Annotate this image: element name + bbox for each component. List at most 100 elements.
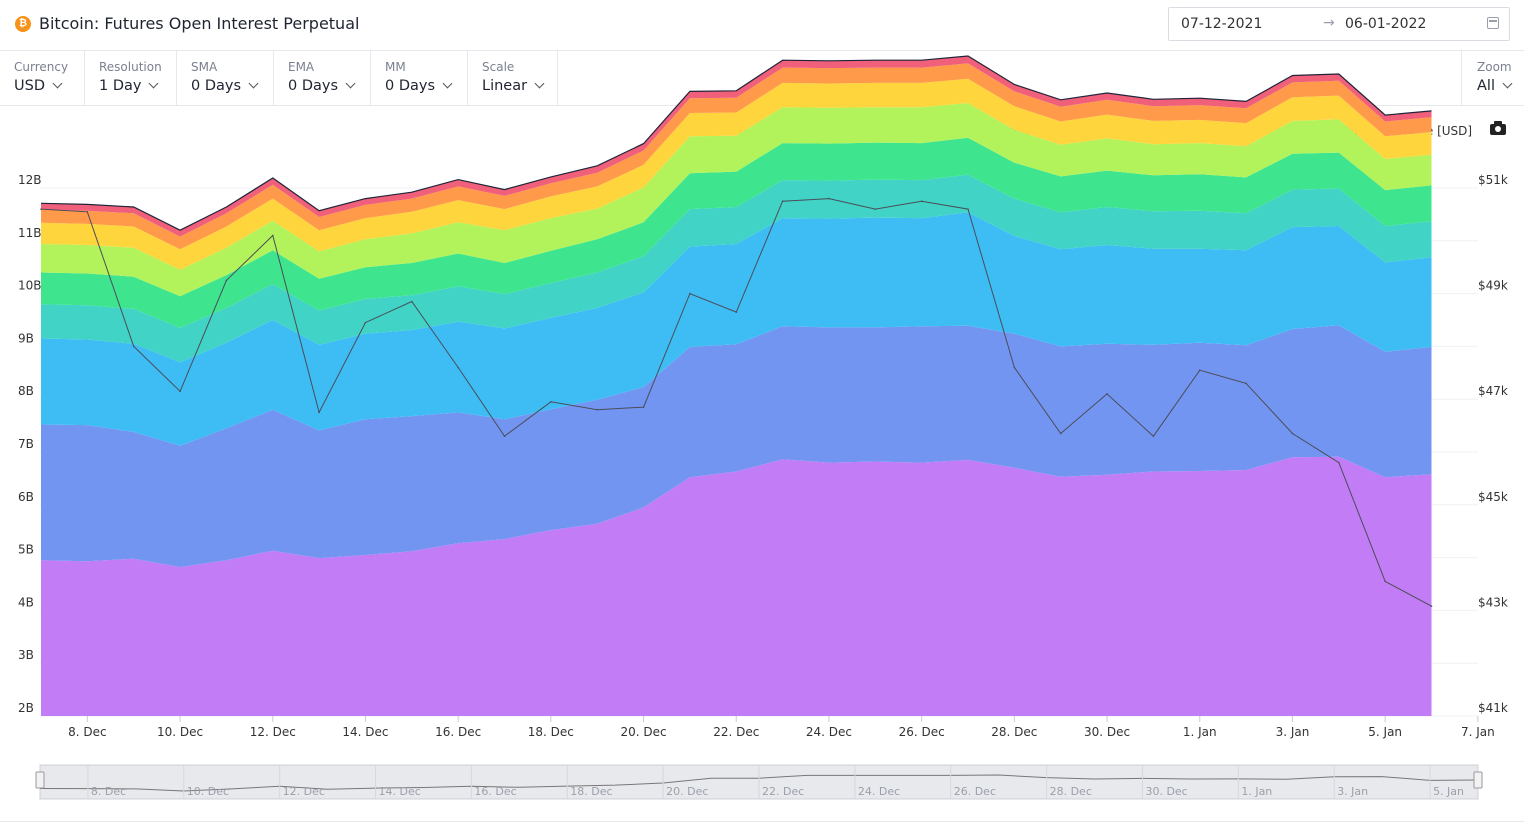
divider <box>0 821 1524 822</box>
y-right-tick-label: $41k <box>1478 701 1508 715</box>
price-point <box>735 311 738 313</box>
price-point <box>1013 366 1016 369</box>
x-tick-label: 22. Dec <box>713 725 759 739</box>
mm-label: MM <box>385 60 406 74</box>
y-right-tick-label: $47k <box>1478 384 1508 398</box>
area-okex <box>41 103 1432 297</box>
price-point <box>86 210 89 213</box>
x-tick-label: 26. Dec <box>899 725 945 739</box>
price-point <box>132 345 135 348</box>
navigator-handle-left <box>35 771 45 789</box>
currency-select[interactable]: Currency USD <box>0 51 85 105</box>
y-left-tick-label: 12B <box>18 173 42 187</box>
zoom-value[interactable]: All <box>1477 78 1513 94</box>
navigator-tick-label: 18. Dec <box>570 785 612 798</box>
navigator-tick-label: 14. Dec <box>379 785 421 798</box>
navigator-tick-label: 20. Dec <box>666 785 708 798</box>
y-left-tick-label: 10B <box>18 279 42 293</box>
y-right-tick-label: $43k <box>1478 595 1508 609</box>
scale-value[interactable]: Linear <box>482 78 545 94</box>
price-point <box>920 200 923 202</box>
currency-label: Currency <box>14 60 69 74</box>
mm-select[interactable]: MM 0 Days <box>371 51 468 105</box>
date-start-input[interactable]: 07-12-2021 <box>1181 16 1263 32</box>
y-left-tick-label: 9B <box>18 331 34 345</box>
navigator-tick-label: 22. Dec <box>762 785 804 798</box>
zoom-label: Zoom <box>1477 60 1512 74</box>
price-point <box>967 208 969 210</box>
y-left-tick-label: 2B <box>18 701 34 715</box>
x-tick-label: 24. Dec <box>806 725 852 739</box>
date-end-input[interactable]: 06-01-2022 <box>1345 16 1427 32</box>
resolution-value[interactable]: 1 Day <box>99 78 159 94</box>
area-binance <box>41 456 1432 716</box>
x-tick-label: 30. Dec <box>1084 725 1130 739</box>
y-left-tick-label: 5B <box>18 543 34 557</box>
area-huobi <box>41 63 1432 250</box>
price-point <box>225 279 228 282</box>
scale-select[interactable]: Scale Linear <box>468 51 558 105</box>
currency-value[interactable]: USD <box>14 78 63 94</box>
navigator-tick-label: 24. Dec <box>858 785 900 798</box>
price-point <box>596 408 598 411</box>
price-point <box>1430 605 1433 607</box>
price-point <box>1106 393 1108 395</box>
price-point <box>828 197 830 200</box>
navigator-handle-right <box>1473 771 1483 789</box>
ema-value[interactable]: 0 Days <box>288 78 356 94</box>
area-deribit <box>41 137 1432 328</box>
mm-value[interactable]: 0 Days <box>385 78 453 94</box>
x-tick-label: 5. Jan <box>1368 725 1402 739</box>
x-tick-label: 10. Dec <box>157 725 203 739</box>
calendar-icon[interactable] <box>1487 17 1499 29</box>
navigator-tick-label: 3. Jan <box>1337 785 1368 798</box>
x-tick-label: 1. Jan <box>1183 725 1217 739</box>
area-ftx <box>41 325 1432 568</box>
y-right-tick-label: $49k <box>1478 279 1508 293</box>
price-point <box>1059 432 1062 435</box>
navigator-tick-label: 16. Dec <box>474 785 516 798</box>
price-point <box>271 234 274 237</box>
arrow-right-icon: → <box>1323 15 1335 31</box>
price-point <box>781 200 784 202</box>
price-point <box>1245 382 1247 385</box>
price-point <box>1338 461 1340 464</box>
x-tick-label: 18. Dec <box>528 725 574 739</box>
price-point <box>1152 435 1155 437</box>
sma-select[interactable]: SMA 0 Days <box>177 51 274 105</box>
area-kraken <box>41 56 1432 237</box>
price-point <box>1198 369 1201 371</box>
price-point <box>874 208 877 210</box>
total-line <box>40 55 1432 231</box>
sma-label: SMA <box>191 60 218 74</box>
price-point <box>642 406 645 408</box>
area-bybit <box>41 212 1432 446</box>
sma-value[interactable]: 0 Days <box>191 78 259 94</box>
price-point <box>550 401 552 403</box>
navigator-tick-label: 12. Dec <box>283 785 325 798</box>
x-tick-label: 16. Dec <box>435 725 481 739</box>
price-point <box>457 366 459 369</box>
x-tick-label: 14. Dec <box>342 725 388 739</box>
camera-icon[interactable] <box>1490 121 1506 135</box>
x-tick-label: 20. Dec <box>620 725 666 739</box>
price-point <box>503 435 506 437</box>
price-point <box>40 208 42 210</box>
date-range-picker[interactable]: 07-12-2021 → 06-01-2022 <box>1168 7 1510 41</box>
resolution-label: Resolution <box>99 60 162 74</box>
navigator-tick-label: 10. Dec <box>187 785 229 798</box>
ema-select[interactable]: EMA 0 Days <box>274 51 371 105</box>
chart-controls: Currency USD Resolution 1 Day SMA 0 Days… <box>0 51 1524 106</box>
price-point <box>689 292 691 295</box>
x-tick-label: 12. Dec <box>250 725 296 739</box>
area-bitfinex <box>41 174 1432 363</box>
navigator-tick-label: 5. Jan <box>1433 785 1464 798</box>
navigator-tick-label: 30. Dec <box>1145 785 1187 798</box>
chart-header: ₿ Bitcoin: Futures Open Interest Perpetu… <box>0 0 1524 51</box>
y-right-tick-label: $51k <box>1478 173 1508 187</box>
x-tick-label: 3. Jan <box>1276 725 1310 739</box>
zoom-select[interactable]: Zoom All <box>1461 51 1524 105</box>
resolution-select[interactable]: Resolution 1 Day <box>85 51 177 105</box>
area-bitmex <box>41 78 1432 270</box>
